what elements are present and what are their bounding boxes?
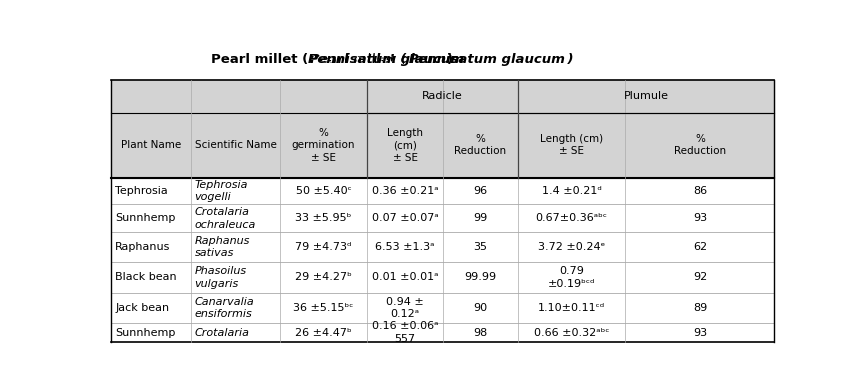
- Text: 0.36 ±0.21ᵃ: 0.36 ±0.21ᵃ: [371, 186, 438, 196]
- Text: Crotalaria: Crotalaria: [195, 328, 250, 338]
- Text: Raphanus: Raphanus: [115, 242, 170, 252]
- Text: Length
(cm)
± SE: Length (cm) ± SE: [387, 128, 423, 162]
- Text: %
germination
± SE: % germination ± SE: [291, 128, 355, 162]
- Text: 0.94 ±
0.12ᵃ: 0.94 ± 0.12ᵃ: [386, 297, 424, 319]
- Text: Pennisatum glaucum: Pennisatum glaucum: [308, 53, 463, 66]
- Text: 93: 93: [692, 214, 706, 223]
- Text: Canarvalia
ensiformis: Canarvalia ensiformis: [195, 297, 254, 319]
- Text: 90: 90: [473, 303, 487, 313]
- Text: Black bean: Black bean: [115, 273, 177, 283]
- Text: 62: 62: [692, 242, 706, 252]
- Text: Scientific Name: Scientific Name: [195, 140, 276, 150]
- Text: 50 ±5.40ᶜ: 50 ±5.40ᶜ: [295, 186, 351, 196]
- Text: 0.79
±0.19ᵇᶜᵈ: 0.79 ±0.19ᵇᶜᵈ: [548, 266, 595, 289]
- Text: Jack bean: Jack bean: [115, 303, 169, 313]
- Text: Plumule: Plumule: [623, 91, 668, 101]
- Text: %
Reduction: % Reduction: [454, 134, 506, 156]
- Text: 35: 35: [473, 242, 487, 252]
- Text: Radicle: Radicle: [422, 91, 462, 101]
- Text: Crotalaria
ochraleuca: Crotalaria ochraleuca: [195, 207, 256, 230]
- Text: Length (cm)
± SE: Length (cm) ± SE: [540, 134, 603, 156]
- Text: Tephrosia
vogelli: Tephrosia vogelli: [195, 180, 248, 202]
- Text: 6.53 ±1.3ᵃ: 6.53 ±1.3ᵃ: [375, 242, 434, 252]
- Text: 1.4 ±0.21ᵈ: 1.4 ±0.21ᵈ: [542, 186, 601, 196]
- Text: Plant Name: Plant Name: [121, 140, 181, 150]
- Text: Tephrosia: Tephrosia: [115, 186, 168, 196]
- Text: 0.66 ±0.32ᵃᵇᶜ: 0.66 ±0.32ᵃᵇᶜ: [533, 328, 609, 338]
- Text: 0.67±0.36ᵃᵇᶜ: 0.67±0.36ᵃᵇᶜ: [535, 214, 607, 223]
- Text: ): ): [446, 53, 452, 66]
- Text: Phasoilus
vulgaris: Phasoilus vulgaris: [195, 266, 246, 289]
- Text: 93: 93: [692, 328, 706, 338]
- Text: Sunnhemp: Sunnhemp: [115, 214, 176, 223]
- Text: 0.16 ±0.06ᵃ
557: 0.16 ±0.06ᵃ 557: [371, 321, 437, 344]
- Text: 86: 86: [692, 186, 706, 196]
- Text: 0.01 ±0.01ᵃ: 0.01 ±0.01ᵃ: [371, 273, 437, 283]
- Text: 36 ±5.15ᵇᶜ: 36 ±5.15ᵇᶜ: [293, 303, 353, 313]
- Text: Pearl millet ( Pennisatum glaucum ): Pearl millet ( Pennisatum glaucum ): [310, 53, 573, 66]
- Text: 26 ±4.47ᵇ: 26 ±4.47ᵇ: [294, 328, 351, 338]
- Text: 89: 89: [692, 303, 706, 313]
- Text: %
Reduction: % Reduction: [673, 134, 725, 156]
- Text: Pearl millet (: Pearl millet (: [211, 53, 308, 66]
- Text: 98: 98: [473, 328, 487, 338]
- Text: 33 ±5.95ᵇ: 33 ±5.95ᵇ: [295, 214, 351, 223]
- Text: 99: 99: [473, 214, 487, 223]
- Bar: [111, 80, 773, 178]
- Text: 29 ±4.27ᵇ: 29 ±4.27ᵇ: [294, 273, 351, 283]
- Text: 0.07 ±0.07ᵃ: 0.07 ±0.07ᵃ: [371, 214, 438, 223]
- Text: Sunnhemp: Sunnhemp: [115, 328, 176, 338]
- Text: 1.10±0.11ᶜᵈ: 1.10±0.11ᶜᵈ: [537, 303, 604, 313]
- Text: Raphanus
sativas: Raphanus sativas: [195, 236, 250, 258]
- Text: 99.99: 99.99: [464, 273, 496, 283]
- Text: 3.72 ±0.24ᵉ: 3.72 ±0.24ᵉ: [537, 242, 604, 252]
- Text: 92: 92: [692, 273, 706, 283]
- Text: 96: 96: [473, 186, 487, 196]
- Text: 79 ±4.73ᵈ: 79 ±4.73ᵈ: [295, 242, 351, 252]
- Text: Pearl millet (                                    ): Pearl millet ( ): [307, 53, 576, 66]
